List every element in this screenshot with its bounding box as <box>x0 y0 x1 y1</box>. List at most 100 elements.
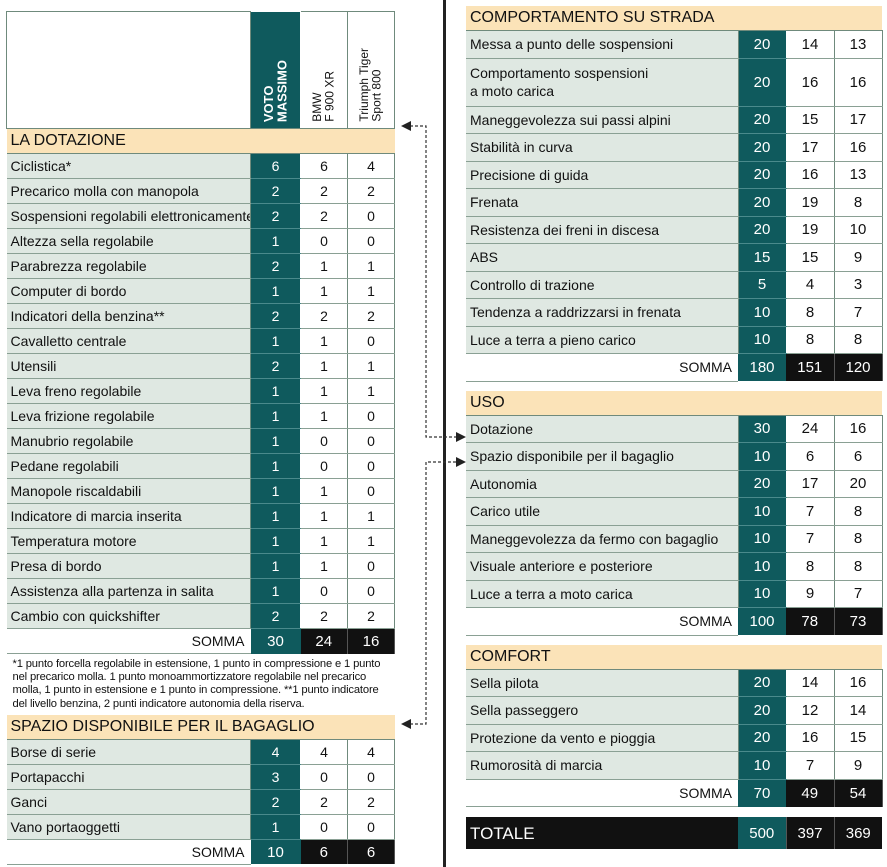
table-row: Presa di bordo 1 1 0 <box>6 553 395 579</box>
somma-tri: 54 <box>834 779 883 807</box>
header-bmw: BMW F 900 XR <box>300 11 348 129</box>
dotazione-table: VOTO MASSIMO BMW F 900 XR Triumph Tiger Spo… <box>6 11 395 865</box>
row-label: Sella pilota <box>466 669 739 697</box>
somma-tri: 16 <box>347 628 395 654</box>
row-label: Autonomia <box>466 470 739 498</box>
score-bmw: 7 <box>786 751 835 780</box>
somma-tri: 73 <box>834 607 883 635</box>
somma-label: SOMMA <box>6 628 251 654</box>
somma-label: SOMMA <box>466 353 738 382</box>
row-label: Borse di serie <box>6 739 251 765</box>
arrowhead-dotazione-left <box>401 121 411 131</box>
score-max: 2 <box>250 303 301 329</box>
score-tri: 0 <box>347 814 395 840</box>
score-max: 20 <box>738 669 787 697</box>
table-row: Cambio con quickshifter 2 2 2 <box>6 603 395 629</box>
score-tri: 20 <box>834 470 883 498</box>
somma-label: SOMMA <box>6 839 251 865</box>
table-row: Ganci 2 2 2 <box>6 789 395 815</box>
somma-bmw: 24 <box>300 628 348 654</box>
dotazione-section-header: LA DOTAZIONE <box>6 128 395 154</box>
table-row: Manubrio regolabile 1 0 0 <box>6 428 395 454</box>
score-tri: 2 <box>347 303 395 329</box>
score-max: 4 <box>250 739 301 765</box>
score-bmw: 7 <box>786 497 835 526</box>
table-row: Luce a terra a moto carica 10 9 7 <box>466 580 883 608</box>
score-bmw: 19 <box>786 216 835 244</box>
strada-title: COMPORTAMENTO SU STRADA <box>466 6 883 31</box>
row-label: Portapacchi <box>6 764 251 790</box>
totale-triumph: 369 <box>833 817 882 849</box>
score-bmw: 1 <box>300 553 348 579</box>
score-max: 1 <box>250 503 301 529</box>
table-row: Vano portaoggetti 1 0 0 <box>6 814 395 840</box>
score-max: 10 <box>738 497 787 526</box>
score-max: 10 <box>738 525 787 553</box>
score-tri: 4 <box>347 153 395 179</box>
score-max: 2 <box>250 789 301 815</box>
row-label: Indicatore di marcia inserita <box>6 503 251 529</box>
somma-bmw: 78 <box>786 607 835 635</box>
row-label: Utensili <box>6 353 251 379</box>
score-max: 1 <box>250 228 301 254</box>
somma-max: 10 <box>250 839 301 865</box>
score-tri: 0 <box>347 428 395 454</box>
score-tri: 0 <box>347 478 395 504</box>
footnote-row: *1 punto forcella regolabile in estensio… <box>6 653 395 715</box>
score-max: 15 <box>738 243 787 272</box>
table-row: Sospensioni regolabili elettronicamente 2… <box>6 203 395 229</box>
table-row: Ciclistica* 6 6 4 <box>6 153 395 179</box>
row-label: Rumorosità di marcia <box>466 751 739 780</box>
score-tri: 2 <box>347 603 395 629</box>
row-label: Sospensioni regolabili elettronicamente <box>6 203 251 229</box>
uso-somma-row: SOMMA 100 78 73 <box>466 607 883 636</box>
score-bmw: 16 <box>786 724 835 752</box>
row-label: Computer di bordo <box>6 278 251 304</box>
score-bmw: 0 <box>300 578 348 604</box>
score-bmw: 1 <box>300 403 348 429</box>
row-label: Carico utile <box>466 497 739 526</box>
row-label: Comportamento sospensioni a moto carica <box>466 58 739 107</box>
header-row: VOTO MASSIMO BMW F 900 XR Triumph Tiger Spo… <box>6 11 395 129</box>
score-max: 1 <box>250 814 301 840</box>
somma-bmw: 6 <box>300 839 348 865</box>
table-row: Precarico molla con manopola 2 2 2 <box>6 178 395 204</box>
row-label: Luce a terra a pieno carico <box>466 326 739 354</box>
score-tri: 14 <box>834 696 883 725</box>
arrow-bagaglio <box>410 461 458 725</box>
table-row: Visuale anteriore e posteriore 10 8 8 <box>466 552 883 581</box>
score-tri: 2 <box>347 789 395 815</box>
score-tri: 1 <box>347 503 395 529</box>
score-max: 20 <box>738 188 787 217</box>
table-row: Precisione di guida 20 16 13 <box>466 161 883 189</box>
score-max: 20 <box>738 106 787 134</box>
score-tri: 0 <box>347 764 395 790</box>
score-bmw: 1 <box>300 478 348 504</box>
row-label: ABS <box>466 243 739 272</box>
score-max: 3 <box>250 764 301 790</box>
row-label: Maneggevolezza sui passi alpini <box>466 106 739 134</box>
score-max: 20 <box>738 216 787 244</box>
row-label: Precisione di guida <box>466 161 739 189</box>
score-max: 1 <box>250 278 301 304</box>
somma-label: SOMMA <box>466 607 738 636</box>
score-max: 20 <box>738 724 787 752</box>
table-row: Protezione da vento e pioggia 20 16 15 <box>466 724 883 752</box>
row-label: Stabilità in curva <box>466 133 739 162</box>
dotazione-somma-row: SOMMA 30 24 16 <box>6 628 395 654</box>
totale-label: TOTALE <box>466 817 738 849</box>
score-max: 1 <box>250 578 301 604</box>
score-bmw: 1 <box>300 353 348 379</box>
score-tri: 16 <box>834 133 883 162</box>
score-tri: 7 <box>834 298 883 327</box>
row-label: Leva freno regolabile <box>6 378 251 404</box>
score-max: 5 <box>738 271 787 299</box>
score-max: 20 <box>738 470 787 498</box>
score-bmw: 2 <box>300 203 348 229</box>
score-bmw: 2 <box>300 178 348 204</box>
score-max: 1 <box>250 378 301 404</box>
table-row: Pedane regolabili 1 0 0 <box>6 453 395 479</box>
score-max: 2 <box>250 603 301 629</box>
arrowhead-dotazione-right <box>456 432 466 442</box>
score-max: 2 <box>250 178 301 204</box>
